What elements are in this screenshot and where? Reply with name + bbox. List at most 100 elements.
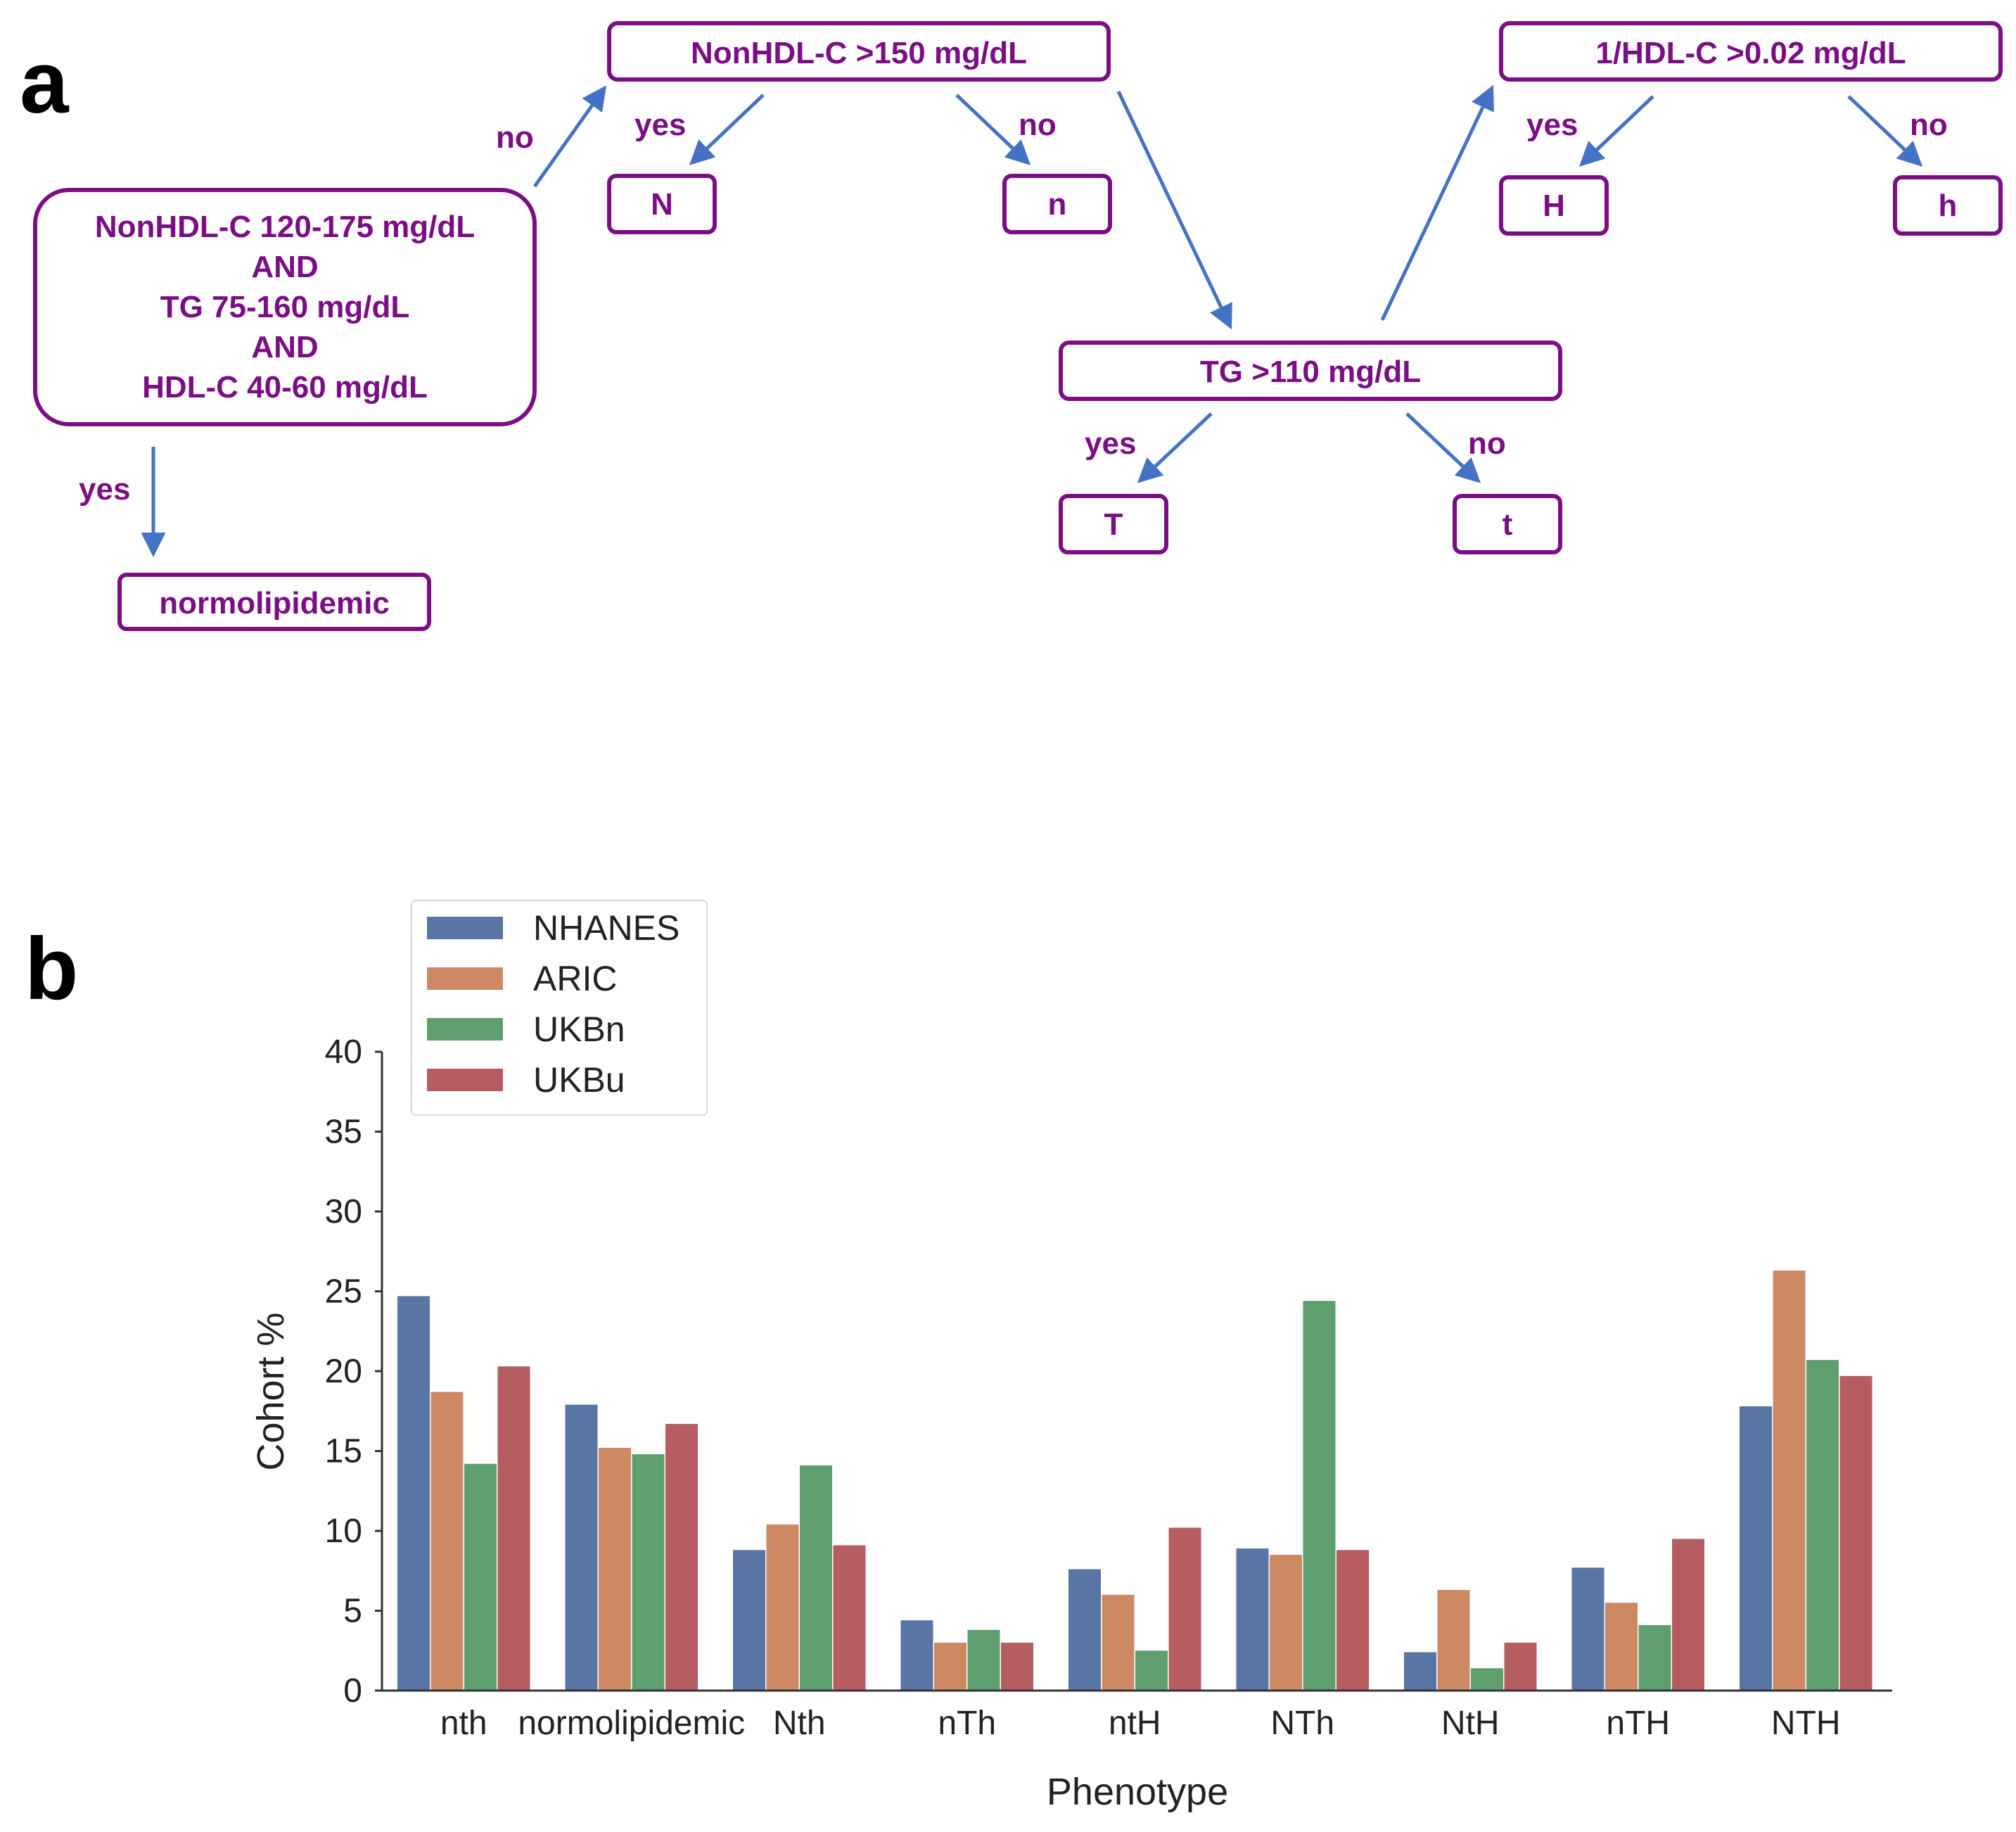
- y-tick-label-15: 15: [325, 1433, 362, 1470]
- node-normolipidemic-box: [117, 573, 431, 631]
- x-tick-label-normolipidemic-1: normolipidemic: [518, 1705, 745, 1742]
- bar-aric-nth-2: [766, 1524, 799, 1691]
- x-tick-label-nth-2: Nth: [773, 1705, 826, 1742]
- bar-ukbu-nth-7: [1672, 1539, 1704, 1691]
- bar-nhanes-nth-5: [1236, 1548, 1269, 1691]
- bar-nhanes-nth-7: [1571, 1567, 1604, 1691]
- bar-ukbn-nth-7: [1638, 1624, 1671, 1691]
- bar-aric-nth-3: [934, 1642, 966, 1691]
- edge-label-nonhdl-no: no: [1019, 108, 1057, 142]
- node-root-criteria: NonHDL-C 120-175 mg/dL AND TG 75-160 mg/…: [33, 188, 537, 426]
- bar-ukbu-nth-8: [1839, 1375, 1873, 1691]
- arrow-nonhdl-to-N: [689, 94, 765, 165]
- y-axis-title: Cohort %: [250, 1312, 292, 1470]
- edge-label-nonhdl-yes: yes: [634, 108, 686, 142]
- y-tick-label-20: 20: [325, 1353, 362, 1390]
- legend-label-nhanes: NHANES: [533, 908, 680, 948]
- bar-aric-nth-5: [1270, 1555, 1302, 1691]
- legend-label-ukbu: UKBu: [533, 1060, 625, 1100]
- arrow-hdl-to-H: [1578, 95, 1654, 167]
- node-N-text: N: [651, 187, 673, 222]
- arrow-tg-to-T: [1137, 412, 1213, 483]
- bar-aric-normolipidemic-1: [599, 1447, 631, 1691]
- edge-label-tg-yes: yes: [1085, 426, 1136, 461]
- arrow-t-to-hdl: [1380, 84, 1494, 322]
- node-normolipidemic: normolipidemic: [117, 573, 431, 631]
- node-T-text: T: [1104, 507, 1123, 542]
- node-H-text: H: [1543, 189, 1565, 223]
- node-hdl-text: 1/HDL-C >0.02 mg/dL: [1595, 36, 1906, 70]
- x-tick-label-nth-5: NTh: [1270, 1705, 1334, 1742]
- legend-label-ukbn: UKBn: [533, 1010, 625, 1049]
- bar-chart: 0 5 10 15 20 25 30 35 40 nth normolipidemic Nth nTh…: [250, 900, 1892, 1813]
- bar-ukbn-nth-4: [1135, 1650, 1168, 1691]
- node-n-text: n: [1048, 187, 1067, 222]
- bar-nhanes-nth-2: [733, 1550, 765, 1691]
- bar-marks: [397, 1270, 1873, 1691]
- legend-swatch-ukbn: [427, 1018, 503, 1041]
- legend-swatch-ukbu: [427, 1069, 503, 1091]
- node-H: H: [1499, 175, 1609, 236]
- node-root-line-5: HDL-C 40-60 mg/dL: [142, 370, 428, 405]
- bar-aric-nth-4: [1102, 1594, 1135, 1691]
- bar-aric-nth-6: [1437, 1589, 1470, 1691]
- node-root-line-3: TG 75-160 mg/dL: [160, 290, 410, 324]
- y-tick-label-30: 30: [325, 1193, 362, 1230]
- y-tick-label-5: 5: [343, 1593, 362, 1630]
- edge-label-hdl-no: no: [1910, 108, 1948, 142]
- y-tick-label-10: 10: [325, 1513, 362, 1550]
- edge-label-hdl-yes: yes: [1526, 108, 1578, 142]
- y-tick-label-40: 40: [325, 1033, 362, 1071]
- bar-ukbn-nth-2: [800, 1465, 832, 1691]
- legend-frame: [411, 900, 708, 1116]
- node-t-box: [1453, 494, 1562, 554]
- edge-label-root-no: no: [496, 120, 534, 155]
- x-tick-label-nth-6: NtH: [1441, 1705, 1500, 1742]
- bar-nhanes-nth-0: [397, 1296, 430, 1691]
- bar-aric-nth-0: [430, 1392, 464, 1691]
- node-N-box: [607, 174, 717, 234]
- node-T: T: [1059, 494, 1168, 554]
- node-tg: TG >110 mg/dL: [1059, 341, 1562, 401]
- arrow-hdl-to-h: [1847, 95, 1923, 167]
- bar-ukbn-nth-6: [1471, 1668, 1503, 1691]
- node-t: t: [1453, 494, 1562, 554]
- node-nonhdl: NonHDL-C >150 mg/dL: [607, 21, 1111, 82]
- bar-ukbu-nth-2: [833, 1545, 866, 1691]
- x-tick-label-nth-3: nTh: [938, 1705, 996, 1742]
- node-n: n: [1002, 174, 1112, 234]
- bar-ukbn-nth-0: [464, 1463, 497, 1691]
- y-tick-label-0: 0: [343, 1672, 362, 1710]
- arrow-nonhdl-to-n: [955, 94, 1031, 165]
- node-n-box: [1002, 174, 1112, 234]
- legend-label-aric: ARIC: [533, 959, 617, 998]
- node-h-text: h: [1939, 189, 1958, 223]
- y-axis-ticks: 0 5 10 15 20 25 30 35 40: [325, 1033, 382, 1710]
- node-H-box: [1499, 175, 1609, 236]
- legend-swatch-nhanes: [427, 917, 503, 939]
- node-hdl-box: [1499, 21, 2003, 82]
- node-nonhdl-text: NonHDL-C >150 mg/dL: [691, 36, 1027, 70]
- node-tg-box: [1059, 341, 1562, 401]
- node-hdl: 1/HDL-C >0.02 mg/dL: [1499, 21, 2003, 82]
- node-root-line-2: AND: [251, 250, 318, 284]
- node-N: N: [607, 174, 717, 234]
- bar-ukbu-nth-5: [1336, 1550, 1369, 1691]
- edge-label-root-yes: yes: [79, 472, 130, 507]
- x-tick-label-nth-7: nTH: [1606, 1705, 1670, 1742]
- node-root-line-1: NonHDL-C 120-175 mg/dL: [95, 210, 475, 244]
- x-axis-ticks: nth normolipidemic Nth nTh ntH NTh NtH nTH NTH: [440, 1705, 1841, 1742]
- arrow-n-to-tg: [1116, 90, 1232, 330]
- bar-ukbn-normolipidemic-1: [632, 1454, 665, 1691]
- node-normolipidemic-text: normolipidemic: [159, 586, 390, 621]
- bar-ukbn-nth-3: [967, 1629, 1000, 1691]
- bar-nhanes-nth-6: [1404, 1652, 1436, 1691]
- bar-ukbn-nth-5: [1303, 1301, 1336, 1691]
- bar-ukbu-normolipidemic-1: [665, 1423, 698, 1691]
- legend-swatch-aric: [427, 967, 503, 990]
- bar-nhanes-nth-3: [900, 1620, 933, 1691]
- x-tick-label-nth-8: NTH: [1771, 1705, 1841, 1742]
- y-tick-label-35: 35: [325, 1114, 362, 1151]
- bar-ukbu-nth-4: [1168, 1527, 1201, 1691]
